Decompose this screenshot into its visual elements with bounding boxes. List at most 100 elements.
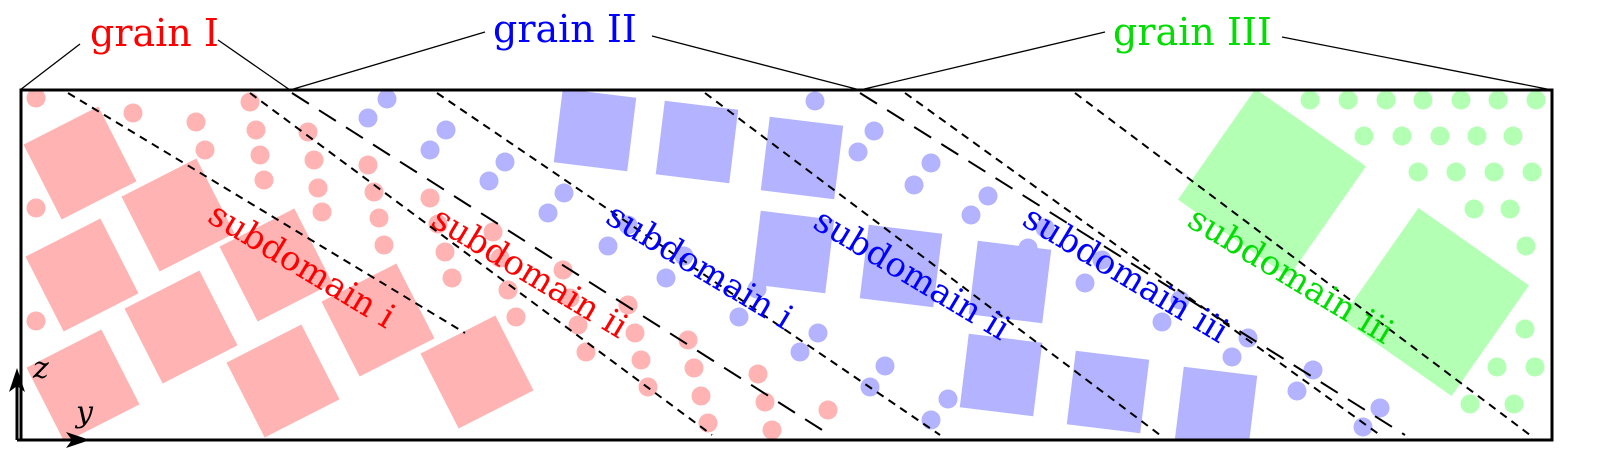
grain-boundary-1 (291, 92, 831, 436)
grain-1-dot (506, 307, 526, 327)
grain-2-dot (904, 175, 924, 195)
grain-2-dot (479, 171, 499, 191)
grain-1-dot (442, 268, 462, 288)
grain-3-dot (1515, 319, 1535, 339)
grain-1-dot (568, 315, 588, 335)
grain-1-dot (576, 342, 596, 362)
grain-3-dot (1413, 90, 1433, 110)
grain-2-dot (598, 236, 618, 256)
grain-3-title: grain III (1113, 10, 1272, 54)
grain-2-dot (864, 121, 884, 141)
grain-3-dot (1484, 162, 1504, 182)
grain-2-dot (747, 279, 767, 299)
grain-1-dot (678, 330, 698, 350)
grain-1-dot (560, 288, 580, 308)
grain-boundary-2 (859, 92, 1406, 436)
grain-1-dot (304, 150, 324, 170)
grain-2-dot (848, 142, 868, 162)
grain-1-dot (246, 120, 266, 140)
grain-3-dot (1408, 162, 1428, 182)
shapes-layer (23, 90, 1546, 440)
grain-2-dot (805, 91, 825, 111)
grain-1-dot (420, 188, 440, 208)
grain-2-dot (1075, 273, 1095, 293)
grain-1-dot (698, 413, 718, 433)
grain-2-dot (729, 307, 749, 327)
grain-1-square (226, 324, 340, 438)
grain-2-dot (1222, 347, 1242, 367)
grain-3-dot (1522, 162, 1542, 182)
grain-1-square (26, 329, 140, 440)
grain-2-dot (1303, 360, 1323, 380)
leader-grain-1-left (19, 43, 81, 91)
grain-1-square (321, 263, 435, 377)
grain-1-dot (818, 400, 838, 420)
grain-3-dot (1503, 126, 1523, 146)
grain-titles: grain I grain II grain III (90, 7, 1272, 55)
grain-3-dot (1338, 90, 1358, 110)
grain-3-dot (1354, 126, 1374, 146)
grain-2-square (760, 116, 844, 200)
grain-1-dot (312, 202, 332, 222)
grain-1-dot (755, 392, 775, 412)
grain-1-dot (195, 140, 215, 160)
leader-grain-2-left (289, 31, 486, 91)
grain-3-square (1340, 207, 1530, 397)
grain-1-square (124, 270, 238, 384)
grain-1-dot (490, 248, 510, 268)
grain-2-square (553, 90, 637, 172)
grain-1-dot (26, 311, 46, 331)
grain-2-dot (1170, 290, 1190, 310)
axis-label-y: y (74, 395, 94, 430)
grain-2-dot (875, 356, 895, 376)
grain-2-square (959, 333, 1043, 417)
grain-2-dot (377, 90, 397, 109)
grain-3-dot (1376, 90, 1396, 110)
subdomain-boundary-1 (67, 92, 466, 334)
grain-2-square (968, 240, 1052, 324)
grain-2-dot (538, 203, 558, 223)
grain-1-dot (250, 145, 270, 165)
grain-1-dot (483, 222, 503, 242)
grain-2-dot (961, 205, 981, 225)
grain-2-square (859, 224, 943, 308)
grain-2-dot (495, 152, 515, 172)
grain-2-title: grain II (493, 7, 637, 51)
grain-1-dot (435, 242, 455, 262)
grain-2-dot (656, 268, 676, 288)
grain-2-dot (420, 140, 440, 160)
grain-1-dot (308, 178, 328, 198)
grain-2-dot (938, 389, 958, 409)
grain-1-square (23, 106, 137, 220)
grain-2-dot (1092, 250, 1112, 270)
grain-1-square (121, 158, 235, 272)
grain-2-dot (674, 246, 694, 266)
grain-2-square (1066, 350, 1150, 434)
grain-3-dot (1525, 357, 1545, 377)
grain-1-dot (298, 122, 318, 142)
grain-3-dot (1300, 90, 1320, 110)
grain-2-dot (554, 183, 574, 203)
grain-3-dot (1460, 394, 1480, 414)
grain-1-dot (374, 235, 394, 255)
z-axis-arrowhead (9, 368, 25, 392)
leader-grain-2-right (651, 35, 861, 91)
grain-2-dot (921, 410, 941, 430)
grain-1-square (25, 218, 139, 332)
grain-2-dot (1370, 398, 1390, 418)
grain-1-square (420, 315, 534, 429)
y-axis-arrowhead (66, 432, 90, 448)
grain-3-dot (1467, 126, 1487, 146)
grain-3-dot (1392, 126, 1412, 146)
grain-3-dot (1500, 199, 1520, 219)
grain-1-dot (369, 208, 389, 228)
leader-lines (19, 31, 1553, 91)
grain-2-dot (1035, 218, 1055, 238)
subdomain-boundary-3 (436, 92, 941, 436)
grain-2-dot (978, 186, 998, 206)
grain-2-square (655, 100, 739, 184)
grain-1-dot (498, 280, 518, 300)
grain-2-dot (358, 108, 378, 128)
grain-1-square (219, 208, 333, 322)
